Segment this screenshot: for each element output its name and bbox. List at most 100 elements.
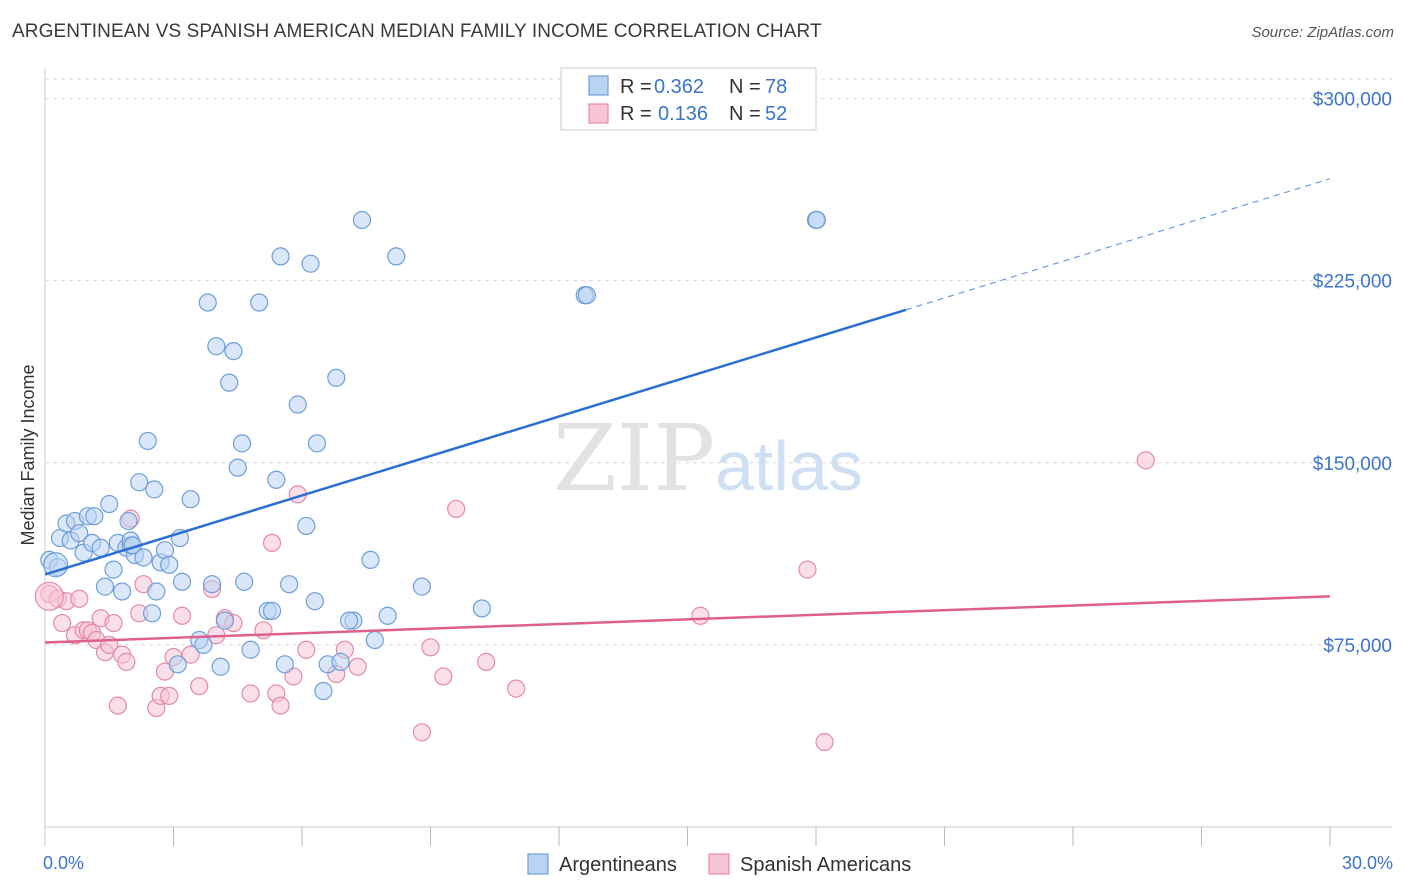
trend-line-argentineans-extension bbox=[905, 178, 1331, 311]
spanish-americans-point-34 bbox=[262, 533, 282, 553]
legend-n-value-argentineans: 78 bbox=[765, 76, 787, 98]
x-tick-labels: 0.0% 30.0% bbox=[43, 853, 1393, 873]
argentineans-point-44 bbox=[232, 434, 252, 453]
watermark-zip: ZIP bbox=[553, 405, 715, 512]
legend-r-value-argentineans: 0.362 bbox=[654, 76, 704, 98]
argentineans-point-30 bbox=[168, 655, 187, 674]
spanish-americans-point-16 bbox=[117, 652, 136, 671]
spanish-americans-point-48 bbox=[507, 679, 526, 698]
argentineans-point-29 bbox=[160, 555, 179, 574]
spanish-americans-point-33 bbox=[254, 621, 273, 640]
argentineans-point-43 bbox=[228, 458, 247, 477]
chart-title: ARGENTINEAN VS SPANISH AMERICAN MEDIAN F… bbox=[12, 21, 822, 42]
y-tick-label-2: $225,000 bbox=[1313, 272, 1392, 293]
spanish-americans-point-14 bbox=[108, 696, 127, 715]
argentineans-point-16 bbox=[112, 582, 132, 601]
argentineans-point-70 bbox=[472, 599, 491, 618]
argentineans-point-57 bbox=[305, 592, 324, 611]
x-tick-label-min: 0.0% bbox=[43, 853, 84, 873]
spanish-americans-point-26 bbox=[181, 645, 200, 664]
argentineans-point-51 bbox=[271, 247, 290, 266]
argentineans-point-64 bbox=[352, 210, 372, 230]
bottom-legend-swatch-argentineans bbox=[527, 853, 549, 875]
argentineans-point-6 bbox=[70, 524, 89, 543]
argentineans-point-18 bbox=[119, 511, 138, 531]
spanish-americans-point-36 bbox=[271, 696, 290, 715]
argentineans-point-47 bbox=[250, 293, 269, 312]
legend-swatch-spanish-americans bbox=[588, 103, 609, 124]
argentineans-point-37 bbox=[202, 575, 222, 594]
argentineans-point-10 bbox=[85, 507, 104, 526]
series-argentineans-points bbox=[40, 210, 826, 701]
argentineans-point-25 bbox=[145, 480, 164, 499]
axes bbox=[44, 68, 1392, 846]
argentineans-point-54 bbox=[288, 395, 307, 414]
spanish-americans-point-51 bbox=[1136, 451, 1155, 470]
legend-n-label-argentineans: N = bbox=[729, 76, 761, 98]
argentineans-point-46 bbox=[241, 640, 260, 659]
trend-line-spanish-americans bbox=[44, 595, 1331, 644]
spanish-americans-point-32 bbox=[241, 684, 260, 703]
argentineans-point-65 bbox=[361, 550, 380, 570]
argentineans-point-53 bbox=[280, 575, 299, 594]
argentineans-point-56 bbox=[301, 254, 320, 273]
spanish-americans-point-5 bbox=[70, 589, 89, 608]
legend-n-label-spanish-americans: N = bbox=[729, 103, 761, 125]
argentineans-point-13 bbox=[100, 494, 119, 514]
argentineans-point-23 bbox=[138, 431, 157, 451]
spanish-americans-point-47 bbox=[477, 652, 496, 671]
argentineans-point-32 bbox=[172, 572, 192, 591]
argentineans-point-35 bbox=[194, 635, 213, 654]
argentineans-point-67 bbox=[378, 606, 397, 625]
argentineans-point-41 bbox=[220, 373, 239, 392]
argentineans-point-61 bbox=[327, 368, 346, 387]
argentineans-point-68 bbox=[387, 247, 406, 266]
argentineans-point-55 bbox=[297, 516, 316, 536]
y-tick-label-1: $150,000 bbox=[1313, 454, 1392, 475]
argentineans-point-77 bbox=[340, 611, 359, 630]
trend-line-argentineans bbox=[44, 308, 907, 576]
legend-n-value-spanish-americans: 52 bbox=[765, 103, 787, 125]
spanish-americans-point-49 bbox=[691, 606, 710, 625]
argentineans-point-11 bbox=[91, 538, 110, 557]
y-tick-label-3: $300,000 bbox=[1313, 90, 1392, 111]
argentineans-point-45 bbox=[235, 572, 254, 591]
argentineans-point-26 bbox=[147, 582, 166, 601]
spanish-americans-cluster-point bbox=[34, 581, 64, 611]
argentineans-point-74 bbox=[807, 210, 826, 230]
argentineans-point-24 bbox=[142, 604, 162, 623]
argentineans-point-21 bbox=[130, 473, 149, 492]
spanish-americans-point-23 bbox=[160, 686, 179, 705]
argentineans-point-72 bbox=[577, 286, 596, 305]
spanish-americans-point-52 bbox=[815, 732, 834, 752]
trend-lines bbox=[44, 178, 1331, 644]
y-tick-label-0: $75,000 bbox=[1323, 636, 1392, 657]
argentineans-point-52 bbox=[275, 655, 294, 674]
spanish-americans-point-42 bbox=[348, 657, 367, 676]
y-tick-labels: $75,000 $150,000 $225,000 $300,000 bbox=[1313, 90, 1392, 657]
spanish-americans-point-44 bbox=[421, 638, 440, 657]
watermark-atlas: atlas bbox=[715, 427, 863, 505]
argentineans-point-33 bbox=[181, 490, 200, 509]
argentineans-point-49 bbox=[262, 601, 282, 620]
argentineans-point-39 bbox=[211, 657, 230, 676]
argentineans-point-12 bbox=[95, 577, 115, 596]
legend-r-label-argentineans: R = bbox=[620, 76, 652, 98]
y-axis-label: Median Family Income bbox=[18, 364, 38, 545]
gridlines bbox=[45, 78, 1392, 646]
legend-swatch-argentineans bbox=[588, 75, 609, 96]
spanish-americans-point-2 bbox=[53, 613, 72, 633]
argentineans-point-59 bbox=[314, 681, 333, 701]
legend-bottom: Argentineans Spanish Americans bbox=[527, 853, 911, 876]
argentineans-point-42 bbox=[224, 341, 243, 361]
spanish-americans-point-50 bbox=[798, 560, 817, 579]
spanish-americans-point-27 bbox=[190, 677, 209, 696]
argentineans-point-66 bbox=[365, 630, 384, 650]
watermark: ZIP atlas bbox=[553, 405, 863, 512]
legend-r-value-spanish-americans: 0.136 bbox=[658, 103, 708, 125]
bottom-legend-label-spanish-americans: Spanish Americans bbox=[740, 854, 911, 876]
argentineans-point-50 bbox=[267, 470, 286, 489]
spanish-americans-point-46 bbox=[447, 499, 466, 519]
argentineans-point-38 bbox=[207, 337, 226, 356]
